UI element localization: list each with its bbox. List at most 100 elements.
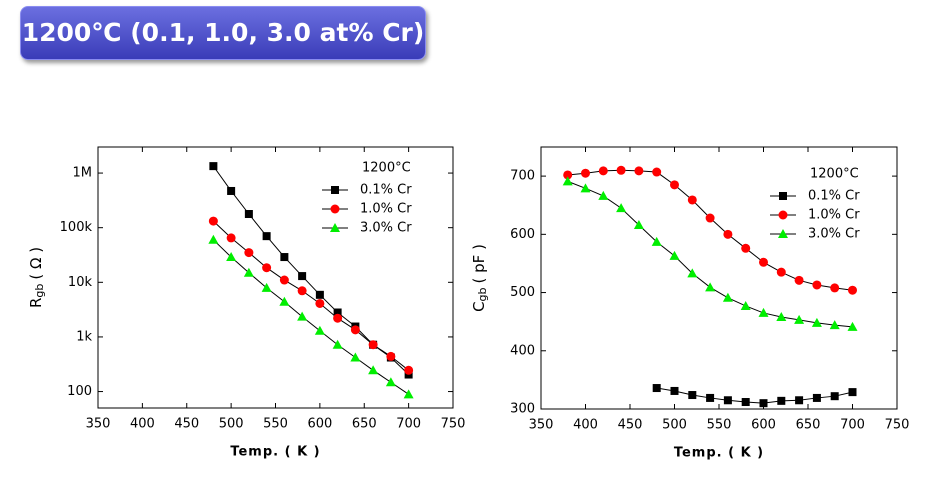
legend-label: 1.0% Cr	[360, 202, 412, 217]
marker	[333, 308, 342, 317]
y-tick-label: 100k	[60, 220, 93, 235]
marker	[794, 275, 804, 285]
x-tick-label: 700	[840, 418, 865, 433]
marker	[811, 317, 822, 327]
marker	[687, 195, 697, 205]
x-tick-label: 400	[573, 418, 598, 433]
x-axis-label: Temp. ( K )	[230, 445, 320, 460]
marker	[562, 176, 573, 186]
marker	[848, 388, 857, 397]
x-tick-label: 500	[219, 417, 244, 432]
x-tick-label: 450	[174, 417, 199, 432]
legend-marker	[330, 223, 340, 232]
marker	[350, 325, 360, 335]
marker	[670, 386, 679, 395]
y-axis-label: Rgb ( Ω )	[27, 247, 47, 308]
marker	[759, 257, 768, 267]
marker	[722, 292, 733, 302]
marker	[776, 267, 786, 277]
series-line	[213, 220, 409, 371]
marker	[314, 325, 325, 335]
marker	[350, 352, 361, 362]
marker	[812, 280, 822, 290]
marker	[723, 229, 733, 239]
marker	[776, 312, 787, 322]
marker	[315, 298, 325, 308]
marker	[261, 282, 272, 292]
marker	[670, 180, 679, 190]
x-tick-label: 450	[618, 418, 643, 433]
marker	[226, 252, 237, 262]
legend-title: 1200°C	[362, 161, 411, 176]
marker	[758, 307, 769, 317]
legend-label: 1.0% Cr	[808, 208, 860, 223]
marker	[244, 248, 254, 258]
marker	[226, 233, 236, 243]
y-tick-label: 1k	[76, 329, 92, 344]
marker	[740, 300, 751, 310]
marker	[794, 314, 805, 324]
marker	[297, 311, 308, 321]
marker	[209, 162, 218, 171]
x-tick-label: 400	[130, 417, 155, 432]
marker	[581, 168, 590, 178]
marker	[298, 272, 307, 281]
marker	[830, 283, 840, 293]
x-axis-label: Temp. ( K )	[674, 446, 764, 461]
y-tick-label: 600	[510, 227, 535, 242]
marker	[368, 365, 379, 375]
marker	[759, 399, 768, 408]
marker	[777, 396, 786, 405]
legend-label: 3.0% Cr	[360, 221, 412, 236]
marker	[262, 232, 271, 241]
y-label-main: R	[27, 298, 45, 308]
x-tick-label: 550	[263, 417, 288, 432]
x-tick-label: 500	[662, 418, 687, 433]
marker	[262, 263, 272, 273]
marker	[227, 186, 236, 195]
marker	[598, 166, 608, 176]
marker	[616, 203, 627, 213]
marker	[598, 190, 609, 200]
marker	[368, 340, 378, 350]
y-tick-label: 10k	[68, 275, 93, 290]
y-label-unit: ( Ω )	[27, 247, 45, 280]
y-tick-label: 400	[510, 343, 535, 358]
series-line	[213, 239, 409, 395]
x-tick-label: 550	[707, 418, 732, 433]
marker	[848, 285, 857, 295]
marker	[279, 275, 289, 285]
marker	[616, 165, 626, 175]
marker	[669, 250, 680, 260]
marker	[741, 243, 751, 253]
x-tick-label: 750	[441, 417, 466, 432]
marker	[244, 210, 253, 219]
marker	[688, 391, 697, 400]
y-axis-label: Cgb ( pF )	[470, 244, 490, 312]
marker	[651, 236, 662, 246]
x-tick-label: 650	[352, 417, 377, 432]
legend-label: 0.1% Cr	[360, 183, 412, 198]
y-tick-label: 1M	[73, 166, 93, 181]
marker	[723, 396, 732, 405]
marker	[652, 384, 661, 393]
legend-marker	[779, 192, 787, 200]
marker	[705, 213, 715, 223]
y-label-unit: ( pF )	[470, 244, 488, 283]
legend-marker	[330, 204, 340, 214]
legend-label: 3.0% Cr	[808, 227, 860, 242]
series-line	[656, 387, 853, 404]
y-tick-label: 700	[510, 169, 535, 184]
marker	[385, 377, 396, 387]
y-tick-label: 300	[510, 402, 535, 417]
marker	[243, 267, 254, 277]
marker	[633, 220, 644, 230]
marker	[634, 166, 644, 176]
x-tick-label: 750	[885, 418, 910, 433]
legend-marker	[778, 229, 788, 238]
slide-title: 1200℃ (0.1, 1.0, 3.0 at% Cr)	[20, 6, 426, 60]
marker	[705, 282, 716, 292]
marker	[280, 253, 289, 262]
legend-title: 1200°C	[810, 167, 859, 182]
